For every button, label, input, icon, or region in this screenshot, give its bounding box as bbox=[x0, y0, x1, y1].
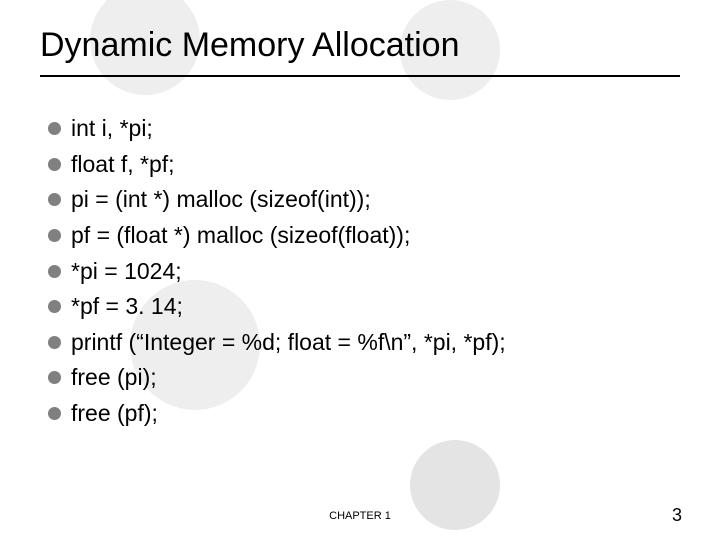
bullet-text: free (pf); bbox=[71, 396, 158, 432]
list-item: printf (“Integer = %d; float = %f\n”, *p… bbox=[48, 325, 680, 361]
bullet-text: float f, *pf; bbox=[71, 147, 175, 183]
list-item: pf = (float *) malloc (sizeof(float)); bbox=[48, 218, 680, 254]
decor-circle bbox=[410, 440, 500, 530]
bullet-icon bbox=[48, 265, 61, 278]
list-item: *pf = 3. 14; bbox=[48, 289, 680, 325]
bullet-text: pi = (int *) malloc (sizeof(int)); bbox=[71, 182, 371, 218]
bullet-icon bbox=[48, 158, 61, 171]
bullet-text: printf (“Integer = %d; float = %f\n”, *p… bbox=[71, 325, 506, 361]
footer-chapter: CHAPTER 1 bbox=[329, 510, 391, 522]
bullet-icon bbox=[48, 407, 61, 420]
list-item: pi = (int *) malloc (sizeof(int)); bbox=[48, 182, 680, 218]
bullet-icon bbox=[48, 193, 61, 206]
bullet-text: *pf = 3. 14; bbox=[71, 289, 183, 325]
footer-page-number: 3 bbox=[672, 505, 682, 526]
bullet-text: free (pi); bbox=[71, 360, 157, 396]
list-item: int i, *pi; bbox=[48, 111, 680, 147]
bullet-icon bbox=[48, 122, 61, 135]
bullet-text: *pi = 1024; bbox=[71, 254, 182, 290]
list-item: float f, *pf; bbox=[48, 147, 680, 183]
slide-title: Dynamic Memory Allocation bbox=[40, 26, 680, 77]
bullet-icon bbox=[48, 371, 61, 384]
bullet-icon bbox=[48, 300, 61, 313]
bullet-text: pf = (float *) malloc (sizeof(float)); bbox=[71, 218, 410, 254]
list-item: free (pf); bbox=[48, 396, 680, 432]
bullet-icon bbox=[48, 229, 61, 242]
slide-content: Dynamic Memory Allocation int i, *pi; fl… bbox=[0, 0, 720, 452]
list-item: free (pi); bbox=[48, 360, 680, 396]
bullet-list: int i, *pi; float f, *pf; pi = (int *) m… bbox=[40, 111, 680, 432]
list-item: *pi = 1024; bbox=[48, 254, 680, 290]
bullet-text: int i, *pi; bbox=[71, 111, 153, 147]
bullet-icon bbox=[48, 336, 61, 349]
